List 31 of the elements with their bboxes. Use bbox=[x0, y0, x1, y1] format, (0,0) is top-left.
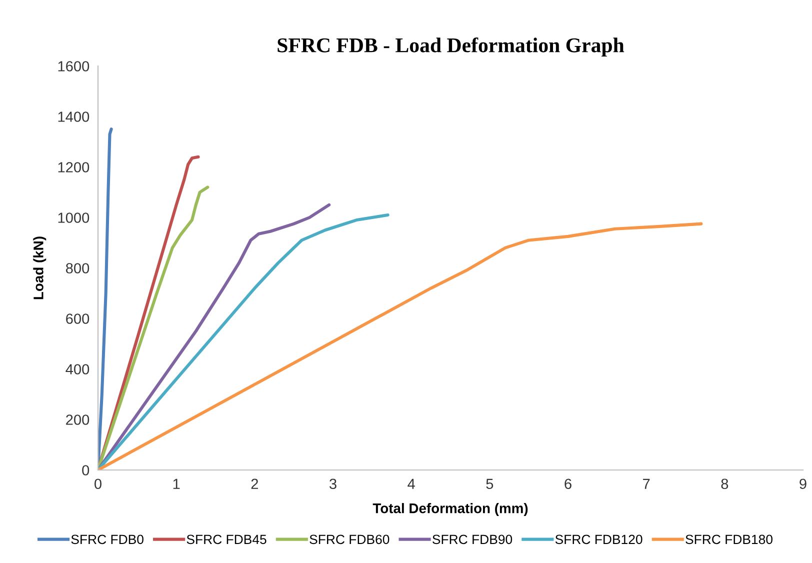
x-tick-label: 2 bbox=[251, 478, 258, 489]
x-tick-label: 8 bbox=[721, 478, 728, 490]
y-tick-label: 200 bbox=[66, 414, 90, 425]
y-tick-label: 600 bbox=[66, 314, 90, 324]
chart-title: SFRC FDB - Load Deformation Graph bbox=[278, 37, 624, 57]
legend-label: SFRC FDB0 bbox=[71, 534, 144, 544]
line-series bbox=[98, 203, 331, 470]
x-tick-label: 1 bbox=[173, 478, 180, 489]
x-tick-label: 5 bbox=[486, 478, 494, 490]
legend-label: SFRC FDB45 bbox=[186, 534, 266, 544]
line-series bbox=[98, 222, 703, 470]
y-tick-label: 800 bbox=[66, 263, 90, 274]
x-tick-label: 7 bbox=[643, 478, 650, 489]
legend-label: SFRC FDB90 bbox=[432, 534, 512, 544]
y-tick-label: 1600 bbox=[58, 61, 90, 72]
x-axis-title: Total Deformation (mm) bbox=[372, 503, 528, 516]
x-tick-label: 3 bbox=[330, 478, 336, 490]
line-series bbox=[98, 213, 390, 470]
x-tick-label: 0 bbox=[94, 478, 102, 490]
legend-label: SFRC FDB120 bbox=[555, 534, 642, 544]
y-tick-label: 0 bbox=[82, 465, 90, 476]
legend-label: SFRC FDB60 bbox=[310, 534, 390, 544]
y-tick-label: 400 bbox=[66, 364, 90, 374]
legend-label: SFRC FDB180 bbox=[686, 534, 772, 544]
x-tick-label: 9 bbox=[800, 478, 806, 490]
y-tick-label: 1200 bbox=[58, 162, 90, 172]
x-tick-label: 6 bbox=[564, 478, 572, 490]
y-axis-title: Load (kN) bbox=[33, 236, 46, 300]
y-tick-label: 1000 bbox=[58, 212, 90, 223]
x-tick-label: 4 bbox=[408, 478, 415, 489]
y-tick-label: 1400 bbox=[58, 112, 90, 122]
